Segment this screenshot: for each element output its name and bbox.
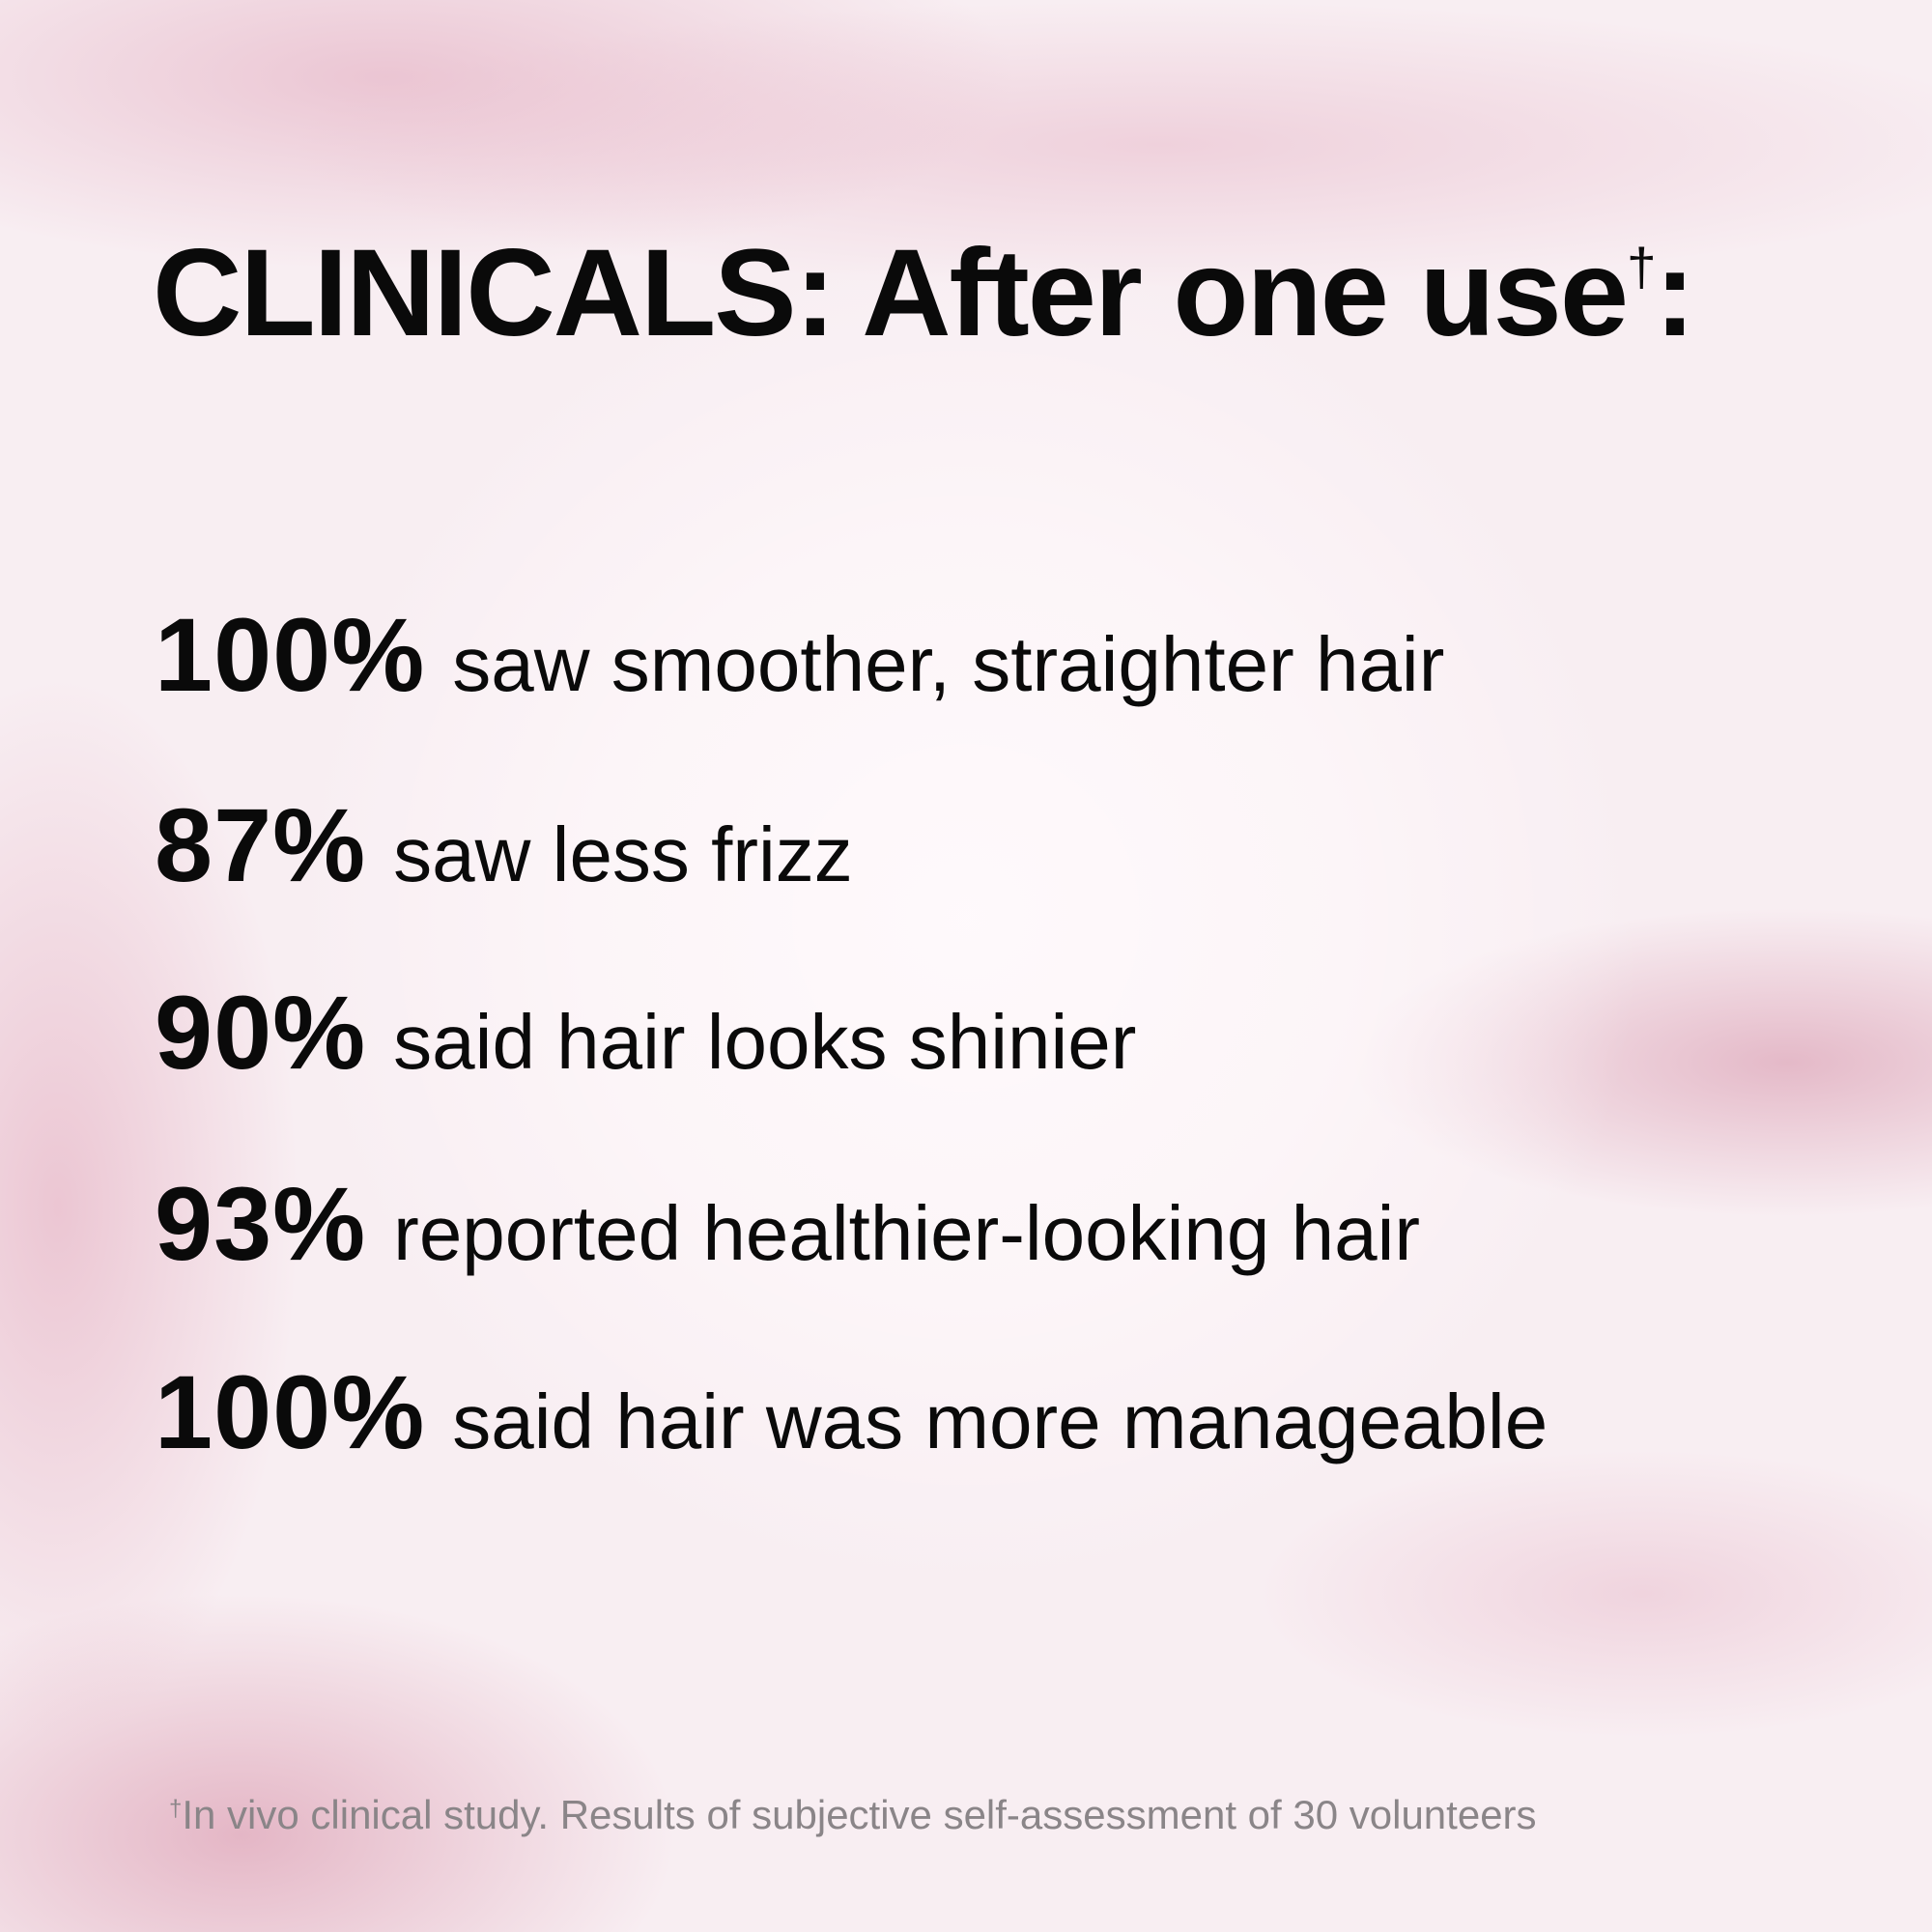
stat-value: 100% (155, 596, 426, 713)
stat-row: 87% saw less frizz (155, 784, 853, 905)
stat-text: saw smoother, straighter hair (452, 621, 1445, 707)
page-title: CLINICALS: After one use†: (153, 222, 1696, 364)
stat-row: 93% reported healthier-looking hair (155, 1163, 1420, 1284)
title-colon: : (1654, 224, 1696, 362)
title-text: CLINICALS: After one use (153, 224, 1629, 362)
stat-row: 90% said hair looks shinier (155, 972, 1136, 1093)
stat-value: 100% (155, 1353, 426, 1470)
footnote-text: In vivo clinical study. Results of subje… (182, 1792, 1537, 1837)
footnote-dagger: † (169, 1796, 183, 1822)
stat-value: 90% (155, 974, 367, 1091)
stat-value: 87% (155, 786, 367, 903)
stat-value: 93% (155, 1165, 367, 1282)
dagger-mark: † (1627, 237, 1657, 297)
footnote: †In vivo clinical study. Results of subj… (169, 1792, 1537, 1838)
stat-row: 100% saw smoother, straighter hair (155, 594, 1444, 715)
stat-text: said hair was more manageable (452, 1378, 1548, 1464)
stat-text: reported healthier-looking hair (393, 1190, 1421, 1276)
stat-row: 100% said hair was more manageable (155, 1351, 1548, 1472)
stat-text: said hair looks shinier (393, 999, 1137, 1085)
stat-text: saw less frizz (393, 811, 853, 897)
